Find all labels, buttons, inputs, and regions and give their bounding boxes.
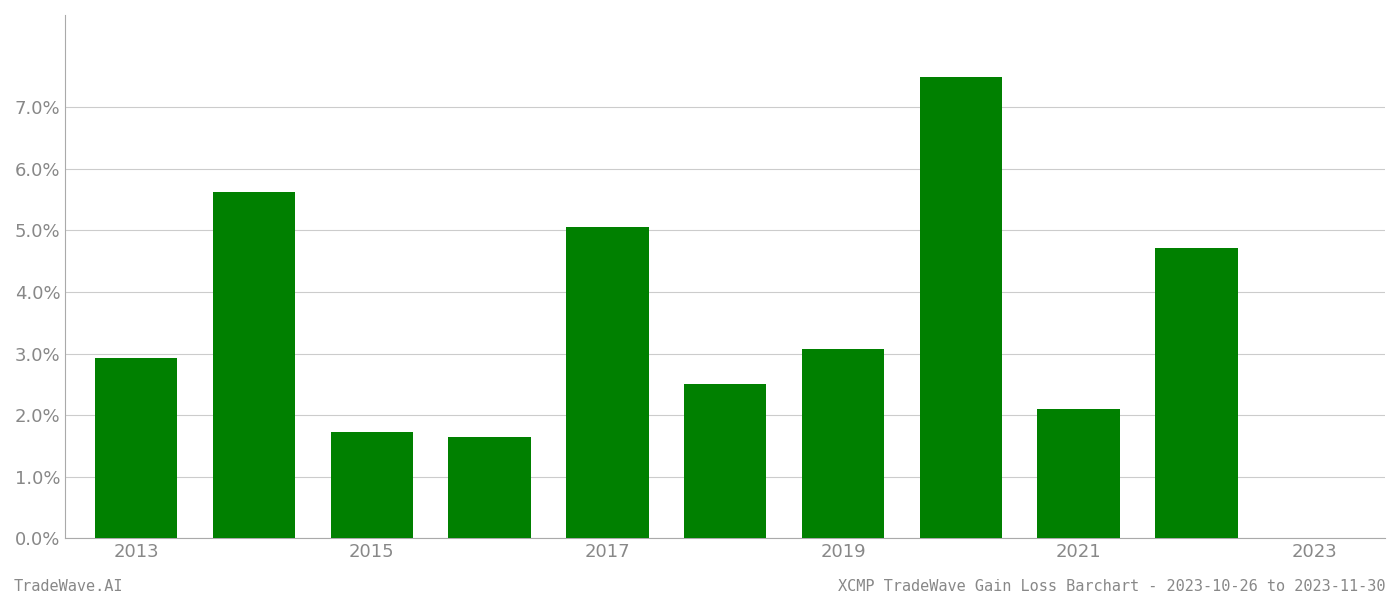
Bar	[213, 192, 295, 538]
Bar	[448, 437, 531, 538]
Bar	[802, 349, 885, 538]
Bar	[1155, 248, 1238, 538]
Bar	[1037, 409, 1120, 538]
Bar	[920, 77, 1002, 538]
Bar	[95, 358, 178, 538]
Bar	[685, 384, 766, 538]
Bar	[566, 227, 648, 538]
Bar	[330, 432, 413, 538]
Text: XCMP TradeWave Gain Loss Barchart - 2023-10-26 to 2023-11-30: XCMP TradeWave Gain Loss Barchart - 2023…	[839, 579, 1386, 594]
Text: TradeWave.AI: TradeWave.AI	[14, 579, 123, 594]
